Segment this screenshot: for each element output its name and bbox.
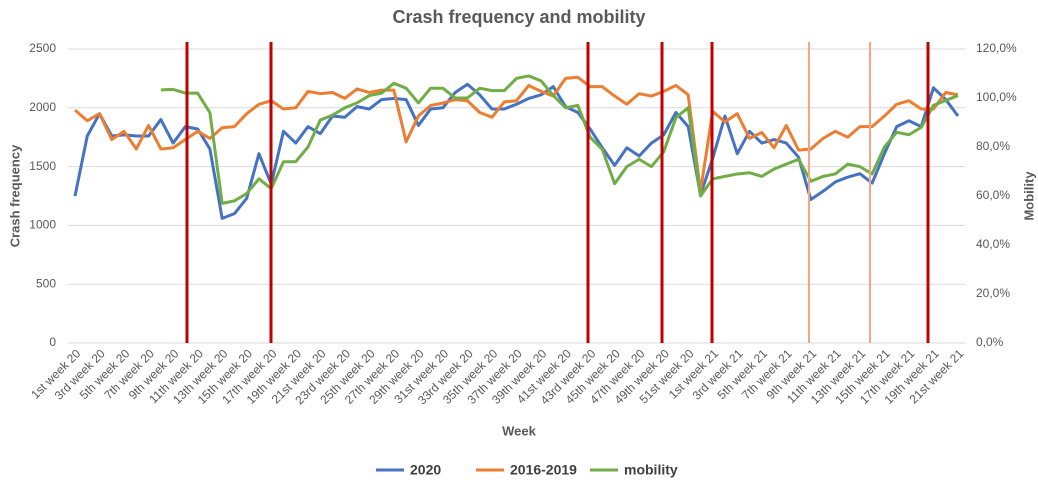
- y-tick-label: 2000: [29, 100, 56, 114]
- y2-tick-label: 120,0%: [976, 41, 1017, 55]
- y2-tick-label: 40,0%: [976, 237, 1010, 251]
- y-tick-label: 2500: [29, 41, 56, 55]
- event-lines: [185, 42, 930, 343]
- legend-label: 2016-2019: [510, 462, 577, 478]
- y2-tick-label: 0,0%: [976, 335, 1004, 349]
- legend-label: 2020: [410, 462, 441, 478]
- chart-title: Crash frequency and mobility: [392, 7, 645, 27]
- x-axis-title: Week: [502, 423, 536, 438]
- y-tick-label: 1500: [29, 159, 56, 173]
- y2-tick-label: 100,0%: [976, 90, 1017, 104]
- y-tick-label: 0: [49, 335, 56, 349]
- legend-label: mobility: [624, 462, 678, 478]
- y2-tick-label: 80,0%: [976, 139, 1010, 153]
- series-line: [160, 74, 959, 205]
- y-axis-title: Crash frequency: [7, 144, 22, 247]
- y2-axis-title: Mobility: [1021, 171, 1036, 221]
- y-tick-label: 500: [36, 276, 56, 290]
- y-tick-label: 1000: [29, 218, 56, 232]
- series-line: [74, 75, 959, 193]
- series-line: [73, 82, 960, 220]
- y2-tick-label: 20,0%: [976, 286, 1010, 300]
- y2-tick-label: 60,0%: [976, 188, 1010, 202]
